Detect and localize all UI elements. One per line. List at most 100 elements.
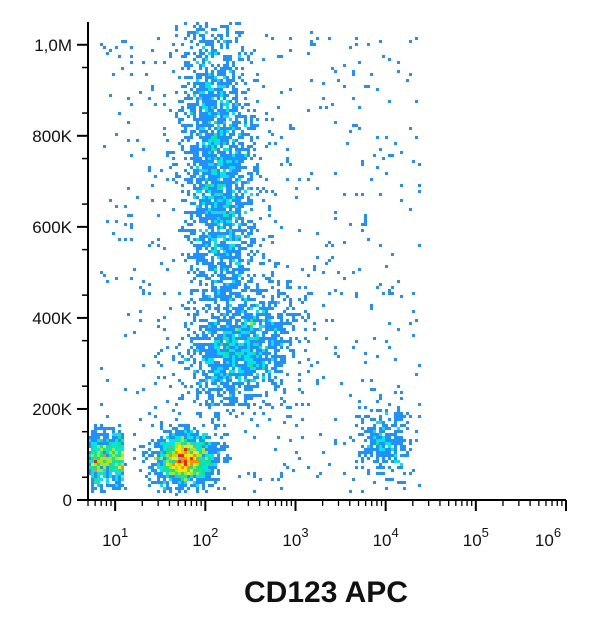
event-dot: [286, 280, 289, 283]
event-dot: [217, 391, 220, 394]
event-dot: [193, 475, 196, 478]
event-dot: [235, 208, 238, 211]
event-dot: [241, 298, 244, 301]
event-dot: [394, 454, 397, 457]
event-dot: [214, 100, 217, 103]
event-dot: [268, 301, 271, 304]
event-dot: [205, 220, 208, 223]
event-dot: [247, 280, 250, 283]
event-dot: [163, 466, 166, 469]
event-dot: [211, 91, 214, 94]
event-dot: [256, 163, 259, 166]
event-dot: [229, 58, 232, 61]
event-dot: [202, 379, 205, 382]
event-dot: [220, 43, 223, 46]
event-dot: [358, 454, 361, 457]
event-dot: [220, 205, 223, 208]
event-dot: [220, 106, 223, 109]
event-dot: [265, 403, 268, 406]
event-dot: [187, 352, 190, 355]
event-dot: [208, 226, 211, 229]
event-dot: [247, 316, 250, 319]
event-dot: [163, 430, 166, 433]
event-dot: [115, 454, 118, 457]
event-dot: [262, 304, 265, 307]
event-dot: [358, 451, 361, 454]
event-dot: [331, 67, 334, 70]
event-dot: [229, 361, 232, 364]
event-dot: [217, 217, 220, 220]
event-dot: [151, 199, 154, 202]
event-dot: [235, 139, 238, 142]
event-dot: [193, 352, 196, 355]
event-dot: [169, 460, 172, 463]
event-dot: [208, 472, 211, 475]
event-dot: [214, 331, 217, 334]
event-dot: [229, 160, 232, 163]
event-dot: [199, 91, 202, 94]
event-dot: [220, 91, 223, 94]
event-dot: [247, 472, 250, 475]
event-dot: [178, 175, 181, 178]
event-dot: [157, 319, 160, 322]
event-dot: [241, 205, 244, 208]
event-dot: [130, 154, 133, 157]
event-dot: [205, 124, 208, 127]
event-dot: [208, 199, 211, 202]
event-dot: [379, 454, 382, 457]
event-dot: [148, 454, 151, 457]
event-dot: [148, 283, 151, 286]
event-dot: [184, 157, 187, 160]
event-dot: [199, 256, 202, 259]
event-dot: [370, 427, 373, 430]
event-dot: [241, 325, 244, 328]
event-dot: [217, 79, 220, 82]
event-dot: [154, 382, 157, 385]
event-dot: [97, 436, 100, 439]
event-dot: [235, 100, 238, 103]
event-dot: [217, 202, 220, 205]
event-dot: [193, 244, 196, 247]
event-dot: [139, 445, 142, 448]
event-dot: [232, 175, 235, 178]
event-dot: [214, 478, 217, 481]
event-dot: [193, 448, 196, 451]
event-dot: [208, 178, 211, 181]
event-dot: [121, 457, 124, 460]
event-dot: [217, 172, 220, 175]
event-dot: [115, 133, 118, 136]
event-dot: [184, 481, 187, 484]
event-dot: [397, 430, 400, 433]
event-dot: [391, 424, 394, 427]
event-dot: [268, 307, 271, 310]
event-dot: [97, 433, 100, 436]
event-dot: [253, 367, 256, 370]
event-dot: [202, 256, 205, 259]
event-dot: [373, 442, 376, 445]
event-dot: [199, 157, 202, 160]
event-dot: [181, 451, 184, 454]
event-dot: [184, 97, 187, 100]
event-dot: [250, 394, 253, 397]
event-dot: [277, 355, 280, 358]
event-dot: [238, 169, 241, 172]
event-dot: [235, 67, 238, 70]
event-dot: [211, 442, 214, 445]
event-dot: [220, 181, 223, 184]
event-dot: [244, 328, 247, 331]
event-dot: [217, 295, 220, 298]
event-dot: [220, 136, 223, 139]
event-dot: [166, 451, 169, 454]
event-dot: [178, 352, 181, 355]
event-dot: [196, 148, 199, 151]
event-dot: [256, 289, 259, 292]
event-dot: [196, 244, 199, 247]
event-dot: [232, 247, 235, 250]
event-dot: [208, 43, 211, 46]
event-dot: [223, 292, 226, 295]
event-dot: [133, 457, 136, 460]
event-dot: [217, 160, 220, 163]
event-dot: [199, 148, 202, 151]
event-dot: [208, 217, 211, 220]
event-dot: [223, 367, 226, 370]
